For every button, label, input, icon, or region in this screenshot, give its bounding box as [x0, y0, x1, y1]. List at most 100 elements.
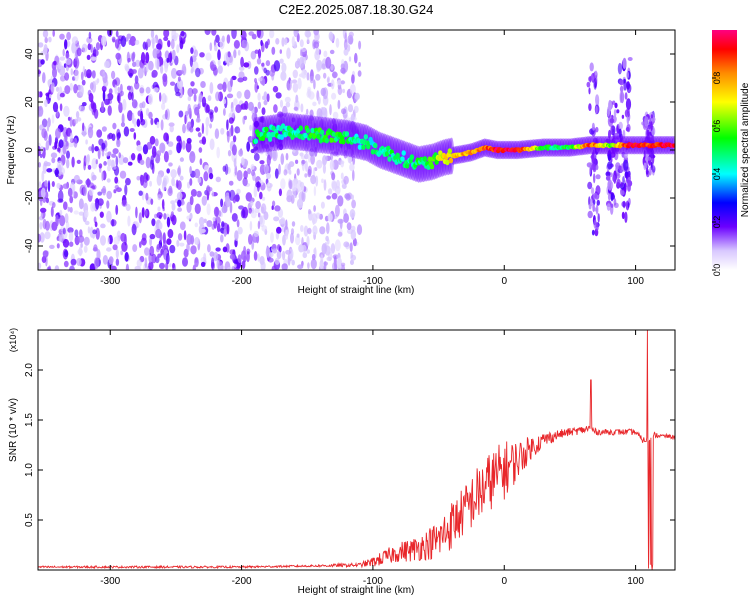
noise-speckle	[226, 34, 231, 44]
noise-speckle	[238, 66, 245, 71]
noise-speckle	[272, 85, 279, 93]
noise-speckle	[295, 94, 299, 104]
noise-speckle	[260, 39, 263, 47]
noise-speckle	[270, 232, 274, 243]
noise-speckle	[209, 82, 214, 94]
spike-speckle	[612, 100, 616, 105]
noise-speckle	[280, 178, 286, 190]
noise-speckle	[276, 226, 282, 234]
noise-speckle	[223, 108, 226, 116]
noise-speckle	[171, 214, 177, 226]
noise-speckle	[110, 265, 117, 270]
noise-speckle	[259, 215, 263, 225]
noise-speckle	[86, 178, 90, 188]
noise-speckle	[45, 162, 51, 167]
track-halo	[342, 119, 347, 157]
noise-speckle	[125, 177, 131, 186]
noise-speckle	[206, 190, 210, 201]
noise-speckle	[145, 60, 149, 73]
noise-speckle	[256, 58, 262, 65]
spike-speckle	[610, 203, 614, 208]
noise-speckle	[112, 244, 118, 251]
noise-speckle	[63, 260, 69, 268]
noise-speckle	[281, 37, 285, 47]
spectrogram-x-ticks: -300 -200 -100 0 100	[100, 30, 644, 287]
noise-speckle	[141, 101, 146, 109]
noise-speckle	[44, 180, 48, 187]
noise-speckle	[242, 177, 248, 187]
noise-speckle	[229, 253, 236, 260]
noise-speckle	[69, 265, 75, 270]
noise-speckle	[206, 203, 211, 216]
noise-speckle	[273, 216, 280, 222]
noise-speckle	[48, 134, 52, 146]
noise-speckle	[175, 91, 181, 97]
noise-speckle	[86, 73, 91, 78]
noise-speckle	[47, 180, 51, 193]
track-point	[266, 131, 272, 138]
noise-speckle	[163, 30, 170, 38]
noise-speckle	[145, 192, 149, 201]
noise-speckle	[189, 56, 193, 68]
noise-speckle	[150, 30, 155, 39]
noise-speckle	[354, 52, 358, 64]
noise-speckle	[240, 209, 246, 219]
noise-speckle	[69, 195, 74, 204]
noise-speckle	[41, 118, 48, 128]
noise-speckle	[56, 147, 61, 152]
noise-speckle	[121, 241, 128, 252]
noise-speckle	[153, 87, 159, 93]
noise-speckle	[348, 31, 354, 38]
spike-speckle	[621, 201, 627, 208]
noise-speckle	[332, 151, 339, 157]
noise-speckle	[306, 235, 310, 247]
noise-speckle	[225, 195, 231, 208]
noise-speckle	[269, 69, 276, 77]
noise-speckle	[209, 172, 214, 180]
noise-speckle	[115, 248, 119, 259]
noise-speckle	[67, 116, 71, 121]
noise-speckle	[240, 157, 245, 166]
noise-speckle	[122, 99, 127, 111]
noise-speckle	[106, 190, 112, 200]
noise-speckle	[257, 220, 261, 230]
noise-speckle	[350, 252, 354, 259]
noise-speckle	[91, 70, 96, 79]
spike-speckle	[621, 114, 625, 119]
noise-speckle	[330, 63, 334, 71]
noise-speckle	[52, 30, 55, 37]
noise-speckle	[115, 155, 119, 167]
track-point	[331, 131, 337, 138]
noise-speckle	[180, 30, 185, 37]
noise-speckle	[144, 247, 150, 256]
spike-speckle	[610, 192, 614, 202]
spike-speckle	[644, 116, 649, 127]
noise-speckle	[179, 138, 183, 150]
noise-speckle	[73, 83, 78, 94]
noise-speckle	[126, 110, 133, 122]
noise-speckle	[304, 30, 311, 38]
noise-speckle	[41, 128, 47, 139]
noise-speckle	[178, 110, 184, 118]
noise-speckle	[329, 49, 335, 55]
noise-speckle	[136, 118, 141, 128]
spike-speckle	[624, 92, 628, 100]
noise-speckle	[81, 102, 87, 107]
noise-speckle	[226, 119, 229, 131]
noise-speckle	[233, 49, 237, 59]
noise-speckle	[340, 172, 344, 180]
track-point	[370, 149, 376, 155]
noise-speckle	[266, 172, 271, 180]
noise-speckle	[186, 243, 190, 253]
noise-speckle	[301, 159, 306, 165]
noise-speckle	[92, 229, 97, 235]
noise-speckle	[167, 141, 174, 147]
noise-speckle	[54, 169, 59, 176]
noise-speckle	[139, 241, 142, 249]
spike-speckle	[589, 163, 592, 175]
noise-speckle	[100, 223, 106, 229]
noise-speckle	[101, 101, 104, 113]
noise-speckle	[62, 238, 70, 248]
noise-speckle	[154, 138, 159, 147]
